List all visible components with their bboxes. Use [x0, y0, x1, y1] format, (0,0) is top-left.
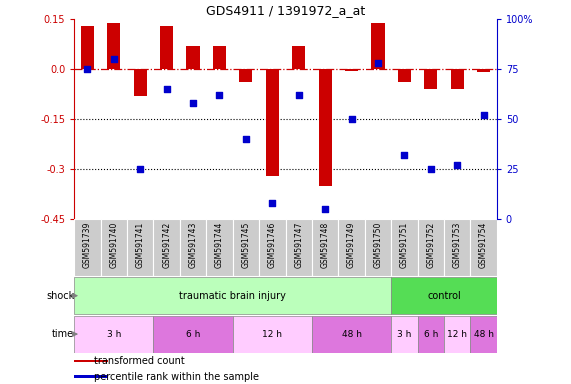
Bar [312, 316, 391, 353]
Point [188, 100, 198, 106]
Text: GSM591752: GSM591752 [426, 222, 435, 268]
Text: GSM591739: GSM591739 [83, 222, 92, 268]
Bar [160, 26, 173, 69]
Bar [180, 219, 206, 276]
Title: GDS4911 / 1391972_a_at: GDS4911 / 1391972_a_at [206, 3, 365, 17]
Bar [477, 69, 490, 73]
Text: 48 h: 48 h [473, 329, 493, 339]
Bar [391, 316, 417, 353]
Point [83, 66, 92, 72]
Bar [74, 360, 108, 362]
Bar [338, 219, 365, 276]
Point [400, 152, 409, 158]
Point [294, 92, 303, 98]
Text: 12 h: 12 h [262, 329, 282, 339]
Bar [100, 219, 127, 276]
Bar [417, 219, 444, 276]
Bar [451, 69, 464, 89]
Text: GSM591742: GSM591742 [162, 222, 171, 268]
Text: GSM591744: GSM591744 [215, 222, 224, 268]
Point [347, 116, 356, 122]
Text: GSM591741: GSM591741 [136, 222, 145, 268]
Point [479, 112, 488, 118]
Bar [371, 23, 384, 69]
Bar [398, 69, 411, 83]
Text: GSM591749: GSM591749 [347, 222, 356, 268]
Bar [239, 69, 252, 83]
Bar [154, 219, 180, 276]
Point [162, 86, 171, 92]
Text: GSM591750: GSM591750 [373, 222, 383, 268]
Bar [286, 219, 312, 276]
Point [136, 166, 145, 172]
Text: GSM591740: GSM591740 [109, 222, 118, 268]
Bar [213, 46, 226, 69]
Point [268, 200, 277, 206]
Text: transformed count: transformed count [94, 356, 185, 366]
Bar [292, 46, 305, 69]
Bar [259, 219, 286, 276]
Bar [266, 69, 279, 175]
Bar [81, 26, 94, 69]
Bar [74, 277, 391, 314]
Text: 3 h: 3 h [397, 329, 412, 339]
Text: GSM591751: GSM591751 [400, 222, 409, 268]
Bar [365, 219, 391, 276]
Text: shock: shock [46, 291, 74, 301]
Point [320, 206, 329, 212]
Bar [319, 69, 332, 185]
Bar [312, 219, 338, 276]
Text: traumatic brain injury: traumatic brain injury [179, 291, 286, 301]
Bar [424, 69, 437, 89]
Point [215, 92, 224, 98]
Text: control: control [427, 291, 461, 301]
Bar [233, 316, 312, 353]
Text: GSM591743: GSM591743 [188, 222, 198, 268]
Bar [187, 46, 200, 69]
Text: GSM591754: GSM591754 [479, 222, 488, 268]
Text: 6 h: 6 h [424, 329, 438, 339]
Bar [345, 69, 358, 71]
Bar [74, 375, 108, 378]
Bar [444, 316, 471, 353]
Text: GSM591747: GSM591747 [294, 222, 303, 268]
Bar [391, 219, 417, 276]
Bar [127, 219, 154, 276]
Point [453, 162, 462, 168]
Text: 12 h: 12 h [447, 329, 467, 339]
Bar [417, 316, 444, 353]
Point [242, 136, 251, 142]
Bar [107, 23, 120, 69]
Bar [391, 277, 497, 314]
Point [109, 56, 118, 62]
Bar [444, 219, 471, 276]
Text: GSM591746: GSM591746 [268, 222, 277, 268]
Text: GSM591745: GSM591745 [242, 222, 251, 268]
Text: time: time [52, 329, 74, 339]
Point [373, 60, 383, 66]
Text: GSM591753: GSM591753 [453, 222, 462, 268]
Text: percentile rank within the sample: percentile rank within the sample [94, 372, 259, 382]
Bar [134, 69, 147, 96]
Bar [471, 219, 497, 276]
Bar [74, 219, 100, 276]
Text: 48 h: 48 h [341, 329, 361, 339]
Bar [154, 316, 233, 353]
Point [426, 166, 435, 172]
Bar [206, 219, 233, 276]
Bar [74, 316, 154, 353]
Text: GSM591748: GSM591748 [320, 222, 329, 268]
Bar [471, 316, 497, 353]
Bar [233, 219, 259, 276]
Text: 6 h: 6 h [186, 329, 200, 339]
Text: 3 h: 3 h [107, 329, 121, 339]
